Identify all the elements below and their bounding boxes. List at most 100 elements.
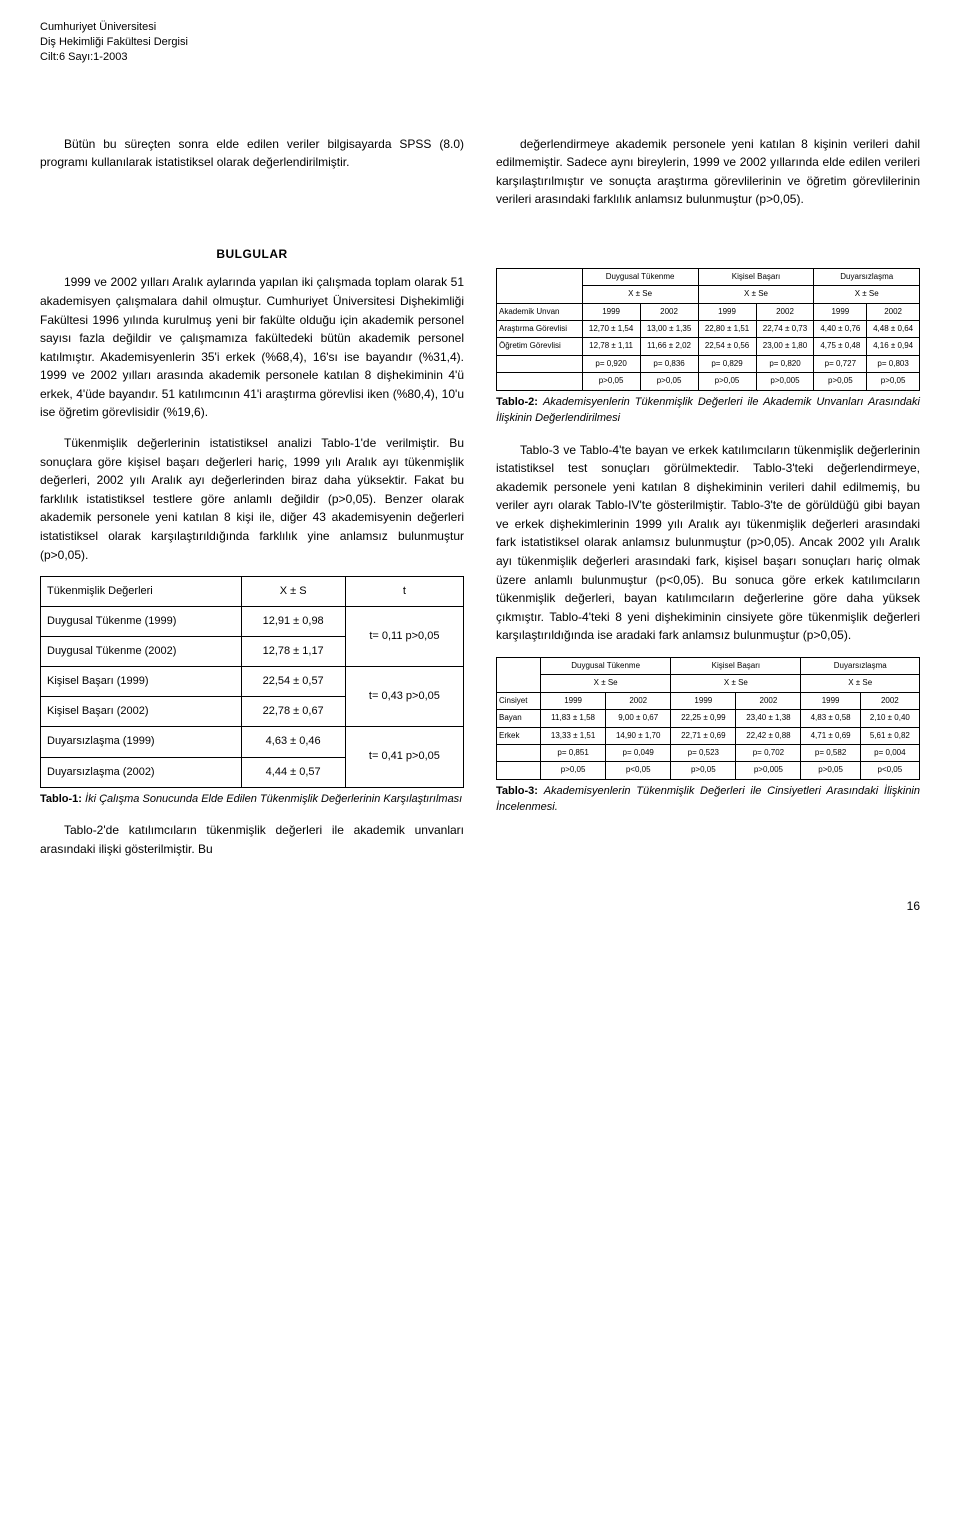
t3-group-1: Duygusal Tükenme: [541, 658, 671, 675]
t1-row-label: Duygusal Tükenme (2002): [41, 637, 242, 667]
t3-caption: Tablo-3: Akademisyenlerin Tükenmişlik De…: [496, 784, 920, 816]
t3-cell: p= 0,582: [801, 745, 860, 762]
t3-cell: 1999: [801, 692, 860, 709]
t2-cell: 2002: [756, 303, 814, 320]
t2-cell: p= 0,727: [814, 355, 867, 372]
header-line-2: Diş Hekimliği Fakültesi Dergisi: [40, 35, 920, 50]
t2-cell: 22,80 ± 1,51: [698, 321, 756, 338]
t3-cell: p= 0,851: [541, 745, 606, 762]
t3-cell: 22,42 ± 0,88: [736, 727, 801, 744]
t3-row-label: [497, 745, 541, 762]
t3-cell: 4,71 ± 0,69: [801, 727, 860, 744]
t1-caption-label: Tablo-1:: [40, 793, 82, 805]
t2-cell: 2002: [640, 303, 698, 320]
t1-row-label: Kişisel Başarı (1999): [41, 667, 242, 697]
t2-row-label: Akademik Unvan: [497, 303, 583, 320]
t2-group-2: Kişisel Başarı: [698, 268, 814, 285]
t3-cell: 2002: [606, 692, 671, 709]
t1-row-label: Kişisel Başarı (2002): [41, 697, 242, 727]
page-number: 16: [40, 899, 920, 913]
table-1: Tükenmişlik Değerleri X ± S t Duygusal T…: [40, 576, 464, 787]
header-line-3: Cilt:6 Sayı:1-2003: [40, 50, 920, 65]
t2-cell: 12,78 ± 1,11: [582, 338, 640, 355]
t1-row-t: t= 0,43 p>0,05: [345, 667, 463, 727]
t2-row-label: Araştırma Görevlisi: [497, 321, 583, 338]
t2-row-label: Öğretim Görevlisi: [497, 338, 583, 355]
right-p1: Tablo-3 ve Tablo-4'te bayan ve erkek kat…: [496, 441, 920, 646]
t3-cell: 4,83 ± 0,58: [801, 710, 860, 727]
t2-cell: 2002: [867, 303, 920, 320]
t2-cell: p>0,05: [640, 373, 698, 390]
t2-cell: 4,75 ± 0,48: [814, 338, 867, 355]
t1-row-xs: 4,44 ± 0,57: [241, 757, 345, 787]
t2-cell: p>0,05: [867, 373, 920, 390]
t3-xse: X ± Se: [541, 675, 671, 692]
left-p2: Tükenmişlik değerlerinin istatistiksel a…: [40, 434, 464, 564]
t2-xse: X ± Se: [582, 286, 698, 303]
t1-row-label: Duyarsızlaşma (1999): [41, 727, 242, 757]
t3-cell: 23,40 ± 1,38: [736, 710, 801, 727]
t2-cell: p>0,05: [814, 373, 867, 390]
t2-cell: p= 0,920: [582, 355, 640, 372]
t1-row-t: t= 0,41 p>0,05: [345, 727, 463, 787]
table-3: Duygusal Tükenme Kişisel Başarı Duyarsız…: [496, 657, 920, 780]
t2-cell: 23,00 ± 1,80: [756, 338, 814, 355]
t3-cell: 11,83 ± 1,58: [541, 710, 606, 727]
t1-caption: Tablo-1: İki Çalışma Sonucunda Elde Edil…: [40, 792, 464, 808]
t3-cell: 1999: [671, 692, 736, 709]
section-heading: BULGULAR: [40, 245, 464, 264]
t3-cell: 9,00 ± 0,67: [606, 710, 671, 727]
t2-cell: p>0,05: [698, 373, 756, 390]
t3-cell: 22,25 ± 0,99: [671, 710, 736, 727]
t1-caption-text: İki Çalışma Sonucunda Elde Edilen Tükenm…: [85, 793, 462, 805]
t2-cell: p= 0,836: [640, 355, 698, 372]
t2-cell: p>0,05: [582, 373, 640, 390]
t3-cell: p= 0,004: [860, 745, 919, 762]
t1-row-xs: 4,63 ± 0,46: [241, 727, 345, 757]
t3-cell: p<0,05: [606, 762, 671, 779]
table-2: Duygusal Tükenme Kişisel Başarı Duyarsız…: [496, 268, 920, 391]
page-header: Cumhuriyet Üniversitesi Diş Hekimliği Fa…: [40, 20, 920, 65]
t2-cell: 4,40 ± 0,76: [814, 321, 867, 338]
t1-row-xs: 22,54 ± 0,57: [241, 667, 345, 697]
t3-cell: 2,10 ± 0,40: [860, 710, 919, 727]
t1-row-label: Duygusal Tükenme (1999): [41, 607, 242, 637]
right-intro: değerlendirmeye akademik personele yeni …: [496, 135, 920, 209]
t2-cell: p= 0,829: [698, 355, 756, 372]
t1-row-xs: 12,78 ± 1,17: [241, 637, 345, 667]
t3-row-label: Cinsiyet: [497, 692, 541, 709]
t2-group-3: Duyarsızlaşma: [814, 268, 920, 285]
t3-cell: 13,33 ± 1,51: [541, 727, 606, 744]
t2-cell: p>0,005: [756, 373, 814, 390]
t3-cell: 1999: [541, 692, 606, 709]
header-line-1: Cumhuriyet Üniversitesi: [40, 20, 920, 35]
left-p3: Tablo-2'de katılımcıların tükenmişlik de…: [40, 821, 464, 858]
t3-cell: p= 0,523: [671, 745, 736, 762]
t2-cell: p= 0,803: [867, 355, 920, 372]
t3-xse: X ± Se: [671, 675, 801, 692]
t3-cell: 2002: [860, 692, 919, 709]
t2-cell: 1999: [814, 303, 867, 320]
t3-cell: p= 0,049: [606, 745, 671, 762]
t3-cell: 14,90 ± 1,70: [606, 727, 671, 744]
t2-cell: 4,16 ± 0,94: [867, 338, 920, 355]
t2-caption: Tablo-2: Akademisyenlerin Tükenmişlik De…: [496, 395, 920, 427]
t2-cell: 4,48 ± 0,64: [867, 321, 920, 338]
t3-cell: p<0,05: [860, 762, 919, 779]
t3-cell: p>0,05: [801, 762, 860, 779]
t3-row-label: [497, 762, 541, 779]
t2-row-label: [497, 373, 583, 390]
t1-head-1: Tükenmişlik Değerleri: [41, 577, 242, 607]
t3-cell: 2002: [736, 692, 801, 709]
t3-cell: p>0,05: [541, 762, 606, 779]
t3-xse: X ± Se: [801, 675, 920, 692]
t3-cell: 22,71 ± 0,69: [671, 727, 736, 744]
t1-head-3: t: [345, 577, 463, 607]
t3-cell: p= 0,702: [736, 745, 801, 762]
t2-cell: 13,00 ± 1,35: [640, 321, 698, 338]
left-p1: 1999 ve 2002 yılları Aralık aylarında ya…: [40, 273, 464, 422]
t3-group-2: Kişisel Başarı: [671, 658, 801, 675]
t3-row-label: Bayan: [497, 710, 541, 727]
t3-row-label: Erkek: [497, 727, 541, 744]
right-column: değerlendirmeye akademik personele yeni …: [496, 135, 920, 871]
